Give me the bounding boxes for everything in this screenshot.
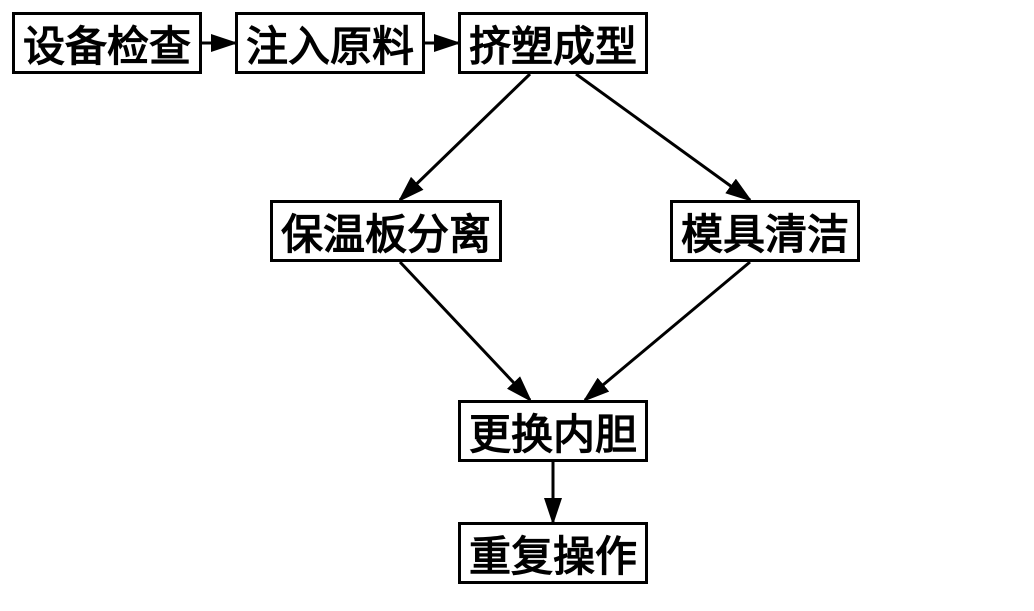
flowchart-node-label: 设备检查 — [23, 13, 191, 74]
flowchart-node-label: 重复操作 — [469, 523, 637, 584]
flowchart-arrows — [0, 0, 1034, 611]
flowchart-node-n6: 更换内胆 — [458, 400, 648, 462]
flowchart-node-label: 更换内胆 — [469, 401, 637, 462]
flowchart-node-label: 保温板分离 — [281, 201, 491, 262]
flowchart-edge — [576, 74, 750, 200]
flowchart-edge — [400, 262, 530, 400]
flowchart-node-label: 挤塑成型 — [469, 13, 637, 74]
flowchart-node-n2: 注入原料 — [235, 12, 425, 74]
flowchart-node-n7: 重复操作 — [458, 522, 648, 584]
flowchart-node-n3: 挤塑成型 — [458, 12, 648, 74]
flowchart-node-label: 注入原料 — [246, 13, 414, 74]
flowchart-node-n1: 设备检查 — [12, 12, 202, 74]
flowchart-node-n5: 模具清洁 — [670, 200, 860, 262]
flowchart-node-n4: 保温板分离 — [270, 200, 502, 262]
flowchart-edge — [400, 74, 530, 200]
flowchart-node-label: 模具清洁 — [681, 201, 849, 262]
flowchart-edge — [585, 262, 750, 400]
